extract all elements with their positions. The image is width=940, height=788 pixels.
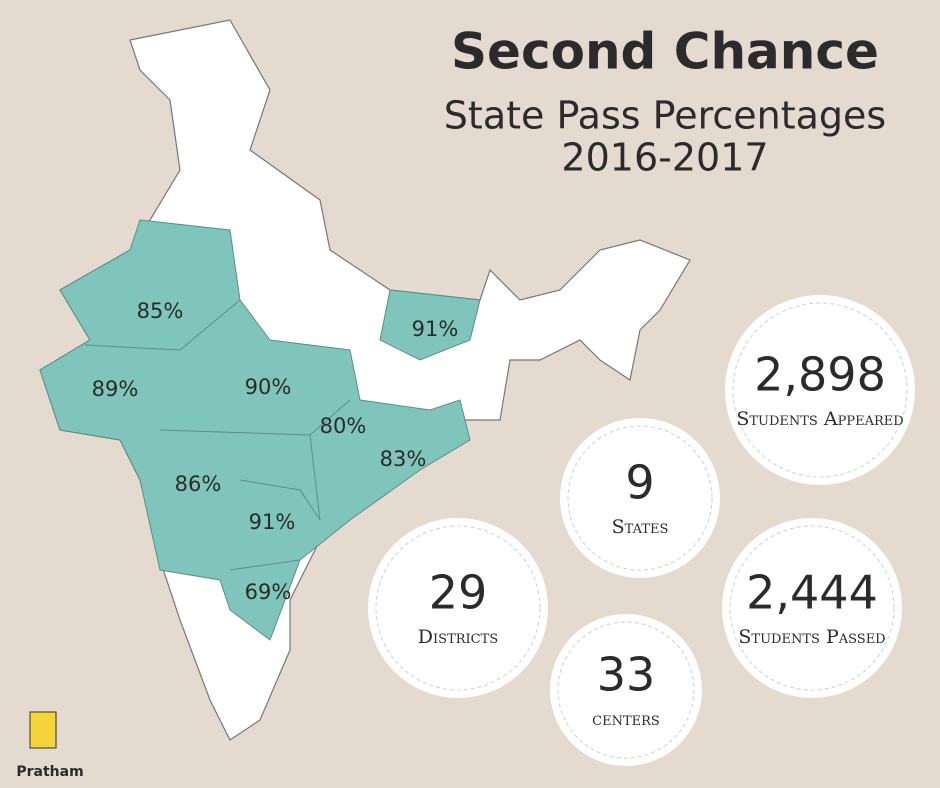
stat-circle-ring	[729, 525, 895, 691]
stat-value: 33	[597, 648, 656, 702]
stat-label: Students Passed	[738, 626, 885, 648]
region-label: 90%	[245, 375, 292, 399]
stat-value: 9	[625, 456, 654, 510]
stat-value: 2,898	[754, 348, 886, 402]
stat-circle-ring	[375, 525, 541, 691]
stat-label: Students Appeared	[736, 408, 903, 430]
stat-circle	[560, 418, 720, 578]
stat-circle	[722, 518, 902, 698]
region-label: 86%	[175, 472, 222, 496]
region-label: 91%	[249, 510, 296, 534]
stat-circle-ring	[567, 425, 713, 571]
state-borders	[84, 299, 351, 571]
region-label: 83%	[380, 447, 427, 471]
highlighted-states	[39, 219, 471, 641]
stat-label: Districts	[418, 626, 498, 648]
region-label: 80%	[320, 414, 367, 438]
title: Second Chance	[451, 23, 879, 81]
period: 2016-2017	[561, 136, 768, 180]
stat-label: centers	[592, 708, 660, 730]
stat-circle	[368, 518, 548, 698]
region-label: 69%	[245, 580, 292, 604]
highlighted-state	[379, 289, 481, 361]
region-label: 85%	[137, 299, 184, 323]
stat-value: 29	[429, 566, 488, 620]
region-label: 91%	[412, 317, 459, 341]
logo-text: Pratham	[16, 764, 83, 780]
stat-circle-ring	[732, 302, 908, 478]
stat-label: States	[612, 516, 669, 538]
region-label: 89%	[92, 377, 139, 401]
logo-icon	[29, 711, 57, 749]
subtitle: State Pass Percentages	[444, 94, 886, 138]
stat-circle-ring	[557, 621, 695, 759]
stat-circle	[550, 614, 702, 766]
stat-value: 2,444	[746, 566, 878, 620]
stat-circle	[725, 295, 915, 485]
